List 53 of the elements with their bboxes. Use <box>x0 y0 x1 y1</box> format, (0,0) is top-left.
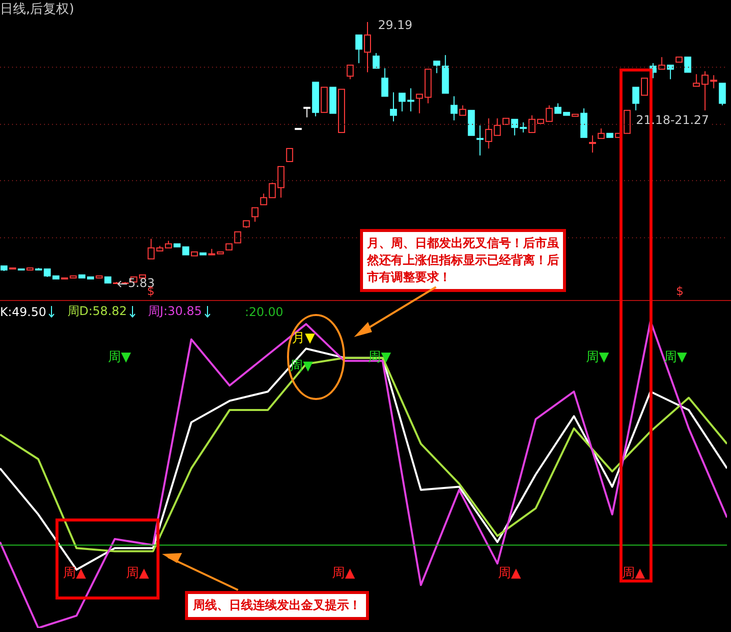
candlestick <box>476 124 484 156</box>
candlestick <box>632 86 640 111</box>
candlestick <box>718 82 726 106</box>
candlestick <box>450 96 458 121</box>
annotation: $ <box>676 284 684 298</box>
candlestick <box>381 68 388 97</box>
annotation: 周▲ <box>498 565 521 582</box>
candlestick <box>355 34 362 64</box>
candlestick <box>598 128 605 139</box>
annotation: 周▲ <box>63 565 86 582</box>
candlestick <box>251 207 258 222</box>
candlestick <box>372 52 380 69</box>
series-label: 周J:30.85 <box>148 303 203 320</box>
candlestick <box>520 122 527 133</box>
candlestick <box>407 88 414 112</box>
text: :20.00 <box>244 304 284 320</box>
annotation: 周▼ <box>664 349 687 366</box>
annotation: 周▼ <box>368 349 391 366</box>
candlestick <box>234 231 242 244</box>
candlestick <box>624 110 631 134</box>
candlestick <box>684 56 692 73</box>
annotation: 月▼ <box>292 330 315 347</box>
annotation: 29.19 <box>378 18 412 32</box>
annotation: 周线、日线连续发出金叉提示！ <box>185 591 369 620</box>
annotation: 周▲ <box>622 565 645 582</box>
candlestick <box>208 248 216 256</box>
candlestick <box>485 118 492 150</box>
candlestick <box>546 104 553 122</box>
candlestick <box>640 78 648 96</box>
candlestick <box>303 106 310 118</box>
candlestick <box>286 148 294 162</box>
candlestick <box>398 92 406 112</box>
candlestick <box>346 64 354 80</box>
candlestick <box>433 60 440 74</box>
annotation: 周▲ <box>126 565 149 582</box>
candlestick <box>148 238 155 260</box>
candlestick <box>511 118 518 136</box>
chart-title: 日线,后复权) <box>0 1 74 18</box>
text: K:49.50 <box>0 304 48 320</box>
candlestick <box>260 193 268 206</box>
annotation: $ <box>147 284 155 298</box>
candlestick <box>658 56 666 70</box>
candlestick <box>494 118 501 136</box>
candlestick <box>459 104 466 116</box>
candlestick <box>364 22 371 73</box>
annotation: 月、周、日都发出死叉信号！后市虽然还有上涨但指标显示已经背离！后市有调整要求！ <box>360 229 566 292</box>
annotation: 周▼ <box>586 349 609 366</box>
candlestick <box>589 134 596 154</box>
text: 周D:58.82 <box>67 303 128 320</box>
annotation: 周▲ <box>332 565 355 582</box>
annotation: 周▼ <box>108 349 131 366</box>
candlestick <box>390 92 397 122</box>
candlestick <box>666 64 674 80</box>
